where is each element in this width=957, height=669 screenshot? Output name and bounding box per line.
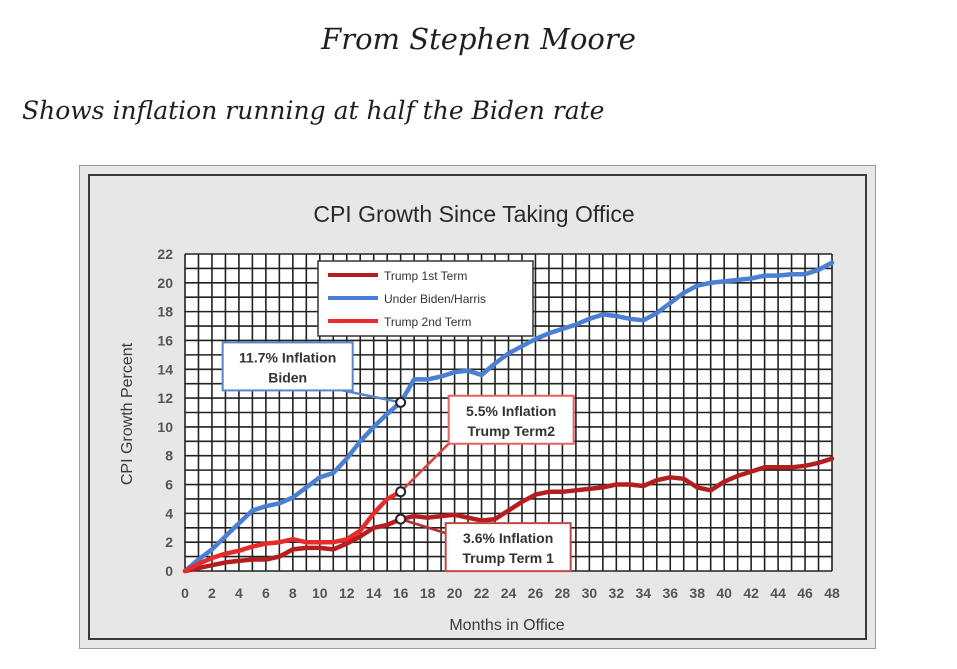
y-tick-label: 20: [157, 275, 173, 291]
x-tick-label: 46: [797, 585, 813, 601]
annotation-box: [444, 522, 572, 573]
y-tick-label: 10: [157, 419, 173, 435]
y-axis-label: CPI Growth Percent: [119, 342, 136, 485]
x-tick-label: 48: [824, 585, 840, 601]
series-line-1: [182, 456, 835, 574]
chart-border: [88, 174, 867, 640]
annotation-text: Trump Term 1: [462, 550, 554, 566]
annotation-text: 3.6% Inflation: [463, 530, 553, 546]
chart-frame: CPI Growth Since Taking Office Months in…: [79, 165, 876, 649]
x-tick-label: 8: [289, 585, 297, 601]
x-tick-label: 6: [262, 585, 270, 601]
y-tick-label: 0: [165, 563, 173, 579]
cpi-line-chart: CPI Growth Since Taking Office Months in…: [119, 201, 840, 634]
annotation-pointer: [342, 389, 401, 404]
x-tick-label: 10: [312, 585, 328, 601]
x-tick-label: 38: [689, 585, 705, 601]
x-tick-label: 44: [770, 585, 786, 601]
annotation-text: 5.5% Inflation: [466, 403, 556, 419]
x-tick-label: 14: [366, 585, 382, 601]
legend-label: Trump 1st Term: [384, 269, 467, 283]
annotation-box: [447, 394, 575, 445]
series-line-3: [182, 489, 403, 574]
legend-label: Trump 2nd Term: [384, 315, 471, 329]
series-line-2: [182, 260, 835, 574]
x-tick-label: 4: [235, 585, 243, 601]
y-tick-label: 18: [157, 304, 173, 320]
x-tick-label: 36: [662, 585, 678, 601]
x-tick-label: 16: [393, 585, 409, 601]
x-tick-label: 42: [743, 585, 759, 601]
annotation-marker: [395, 486, 407, 498]
legend-label: Under Biden/Harris: [384, 292, 486, 306]
annotation-pointer: [400, 517, 447, 535]
annotation-text: Trump Term2: [467, 423, 555, 439]
annotation-marker: [395, 396, 407, 408]
x-tick-label: 30: [582, 585, 598, 601]
y-tick-label: 6: [165, 477, 173, 493]
x-tick-label: 0: [181, 585, 189, 601]
x-tick-label: 18: [420, 585, 436, 601]
x-tick-label: 26: [528, 585, 544, 601]
page-title: From Stephen Moore: [321, 22, 636, 56]
annotation-pointer: [399, 442, 450, 493]
x-tick-label: 40: [716, 585, 732, 601]
y-tick-label: 12: [157, 390, 173, 406]
annotation-box: [221, 341, 354, 392]
x-tick-label: 32: [609, 585, 625, 601]
annotation-text: Biden: [268, 369, 307, 385]
annotation-text: 11.7% Inflation: [239, 349, 336, 365]
x-tick-label: 34: [636, 585, 652, 601]
x-tick-label: 28: [555, 585, 571, 601]
y-tick-label: 16: [157, 332, 173, 348]
y-tick-label: 8: [165, 448, 173, 464]
annotation-marker: [395, 513, 407, 525]
x-axis-label: Months in Office: [449, 617, 564, 634]
chart-title: CPI Growth Since Taking Office: [313, 201, 634, 227]
x-tick-label: 20: [447, 585, 463, 601]
x-tick-label: 2: [208, 585, 216, 601]
x-tick-label: 24: [501, 585, 517, 601]
x-tick-label: 12: [339, 585, 355, 601]
y-tick-label: 4: [165, 505, 173, 521]
y-tick-label: 14: [157, 361, 173, 377]
page-subtitle: Shows inflation running at half the Bide…: [22, 96, 605, 125]
x-tick-label: 22: [474, 585, 490, 601]
y-tick-label: 2: [165, 534, 173, 550]
y-tick-label: 22: [157, 246, 173, 262]
